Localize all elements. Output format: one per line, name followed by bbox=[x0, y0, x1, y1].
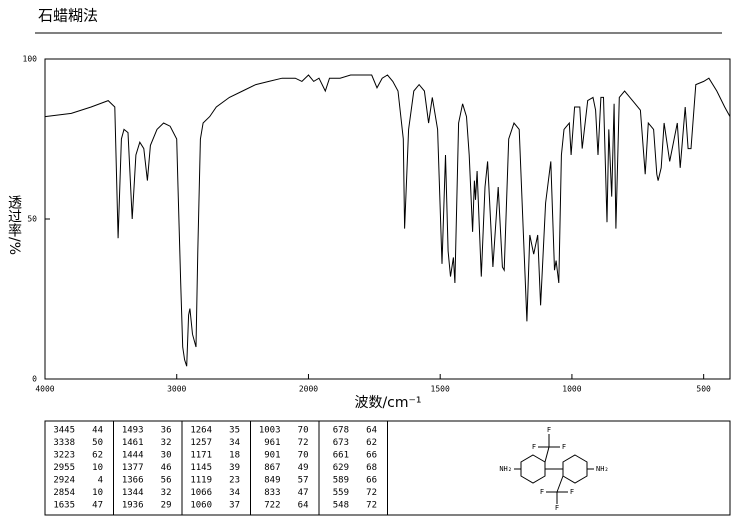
table-cell: 1066 bbox=[190, 488, 212, 498]
table-cell: 66 bbox=[366, 451, 377, 461]
table-cell: 1119 bbox=[190, 476, 212, 486]
table-cell: 64 bbox=[298, 501, 309, 511]
table-cell: 18 bbox=[229, 451, 240, 461]
table-cell: 37 bbox=[229, 501, 240, 511]
atom-label: F bbox=[532, 443, 536, 451]
table-cell: 1461 bbox=[122, 438, 144, 448]
x-tick-label: 2000 bbox=[299, 385, 318, 394]
x-tick-label: 3000 bbox=[167, 385, 186, 394]
table-cell: 1003 bbox=[259, 426, 281, 436]
y-tick-label: 50 bbox=[27, 215, 37, 224]
plot-frame bbox=[44, 58, 731, 380]
y-tick-label: 0 bbox=[32, 375, 37, 384]
table-cell: 36 bbox=[161, 426, 172, 436]
table-cell: 661 bbox=[333, 451, 349, 461]
ring bbox=[562, 454, 588, 484]
table-cell: 1635 bbox=[53, 501, 75, 511]
chart-title: 石蜡糊法 bbox=[38, 7, 98, 25]
table-cell: 1366 bbox=[122, 476, 144, 486]
table-cell: 2955 bbox=[53, 463, 75, 473]
table-cell: 23 bbox=[229, 476, 240, 486]
atom-label: F bbox=[570, 488, 574, 496]
table-cell: 64 bbox=[366, 426, 377, 436]
table-cell: 3223 bbox=[53, 451, 75, 461]
x-tick-label: 500 bbox=[696, 385, 711, 394]
table-cell: 30 bbox=[161, 451, 172, 461]
structure bbox=[514, 434, 594, 504]
table-cell: 849 bbox=[264, 476, 280, 486]
table-cell: 32 bbox=[161, 488, 172, 498]
table-cell: 29 bbox=[161, 501, 172, 511]
table-cell: 39 bbox=[229, 463, 240, 473]
table-cell: 34 bbox=[229, 488, 240, 498]
table-cell: 901 bbox=[264, 451, 280, 461]
x-tick-label: 1500 bbox=[431, 385, 450, 394]
spectrum-line bbox=[44, 74, 731, 367]
x-axis-label: 波数/cm⁻¹ bbox=[354, 395, 421, 411]
table-cell: 3445 bbox=[53, 426, 75, 436]
x-tick-label: 1000 bbox=[562, 385, 581, 394]
table-cell: 548 bbox=[333, 501, 349, 511]
table-cell: 1264 bbox=[190, 426, 212, 436]
table-cell: 56 bbox=[161, 476, 172, 486]
table-cell: 32 bbox=[161, 438, 172, 448]
atom-label: F bbox=[540, 488, 544, 496]
table-cell: 678 bbox=[333, 426, 349, 436]
table-cell: 589 bbox=[333, 476, 349, 486]
table-cell: 57 bbox=[298, 476, 309, 486]
table-cell: 68 bbox=[366, 463, 377, 473]
table-cell: 72 bbox=[366, 488, 377, 498]
table-cell: 4 bbox=[98, 476, 103, 486]
table-cell: 833 bbox=[264, 488, 280, 498]
y-tick-label: 100 bbox=[23, 55, 38, 64]
table-cell: 629 bbox=[333, 463, 349, 473]
table-cell: 2924 bbox=[53, 476, 75, 486]
table-cell: 44 bbox=[92, 426, 103, 436]
table-cell: 10 bbox=[92, 488, 103, 498]
table-cell: 62 bbox=[366, 438, 377, 448]
table-cell: 66 bbox=[366, 476, 377, 486]
table-cell: 1377 bbox=[122, 463, 144, 473]
table-cell: 70 bbox=[298, 451, 309, 461]
table-cell: 10 bbox=[92, 463, 103, 473]
bond bbox=[544, 446, 550, 463]
table-cell: 559 bbox=[333, 488, 349, 498]
atom-label: NH₂ bbox=[499, 465, 512, 473]
table-cell: 1344 bbox=[122, 488, 144, 498]
ring bbox=[520, 454, 546, 484]
atom-label: NH₂ bbox=[596, 465, 609, 473]
table-cell: 72 bbox=[298, 438, 309, 448]
x-tick-label: 4000 bbox=[35, 385, 54, 394]
table-cell: 70 bbox=[298, 426, 309, 436]
atom-label: F bbox=[555, 504, 559, 512]
table-cell: 62 bbox=[92, 451, 103, 461]
table-cell: 47 bbox=[298, 488, 309, 498]
table-cell: 1257 bbox=[190, 438, 212, 448]
table-cell: 2854 bbox=[53, 488, 75, 498]
table-cell: 1171 bbox=[190, 451, 212, 461]
table-cell: 72 bbox=[366, 501, 377, 511]
y-axis-label: 透过率/% bbox=[6, 195, 22, 255]
table-cell: 867 bbox=[264, 463, 280, 473]
table-cell: 961 bbox=[264, 438, 280, 448]
table-cell: 1444 bbox=[122, 451, 144, 461]
table-cell: 46 bbox=[161, 463, 172, 473]
table-cell: 1936 bbox=[122, 501, 144, 511]
table-cell: 673 bbox=[333, 438, 349, 448]
table-cell: 722 bbox=[264, 501, 280, 511]
table-cell: 1060 bbox=[190, 501, 212, 511]
bond bbox=[556, 475, 564, 493]
table-cell: 50 bbox=[92, 438, 103, 448]
table-cell: 49 bbox=[298, 463, 309, 473]
table-cell: 3338 bbox=[53, 438, 75, 448]
atom-label: F bbox=[547, 426, 551, 434]
atom-label: F bbox=[562, 443, 566, 451]
table-cell: 34 bbox=[229, 438, 240, 448]
table-cell: 1145 bbox=[190, 463, 212, 473]
table-cell: 1493 bbox=[122, 426, 144, 436]
table-cell: 47 bbox=[92, 501, 103, 511]
table-cell: 35 bbox=[229, 426, 240, 436]
